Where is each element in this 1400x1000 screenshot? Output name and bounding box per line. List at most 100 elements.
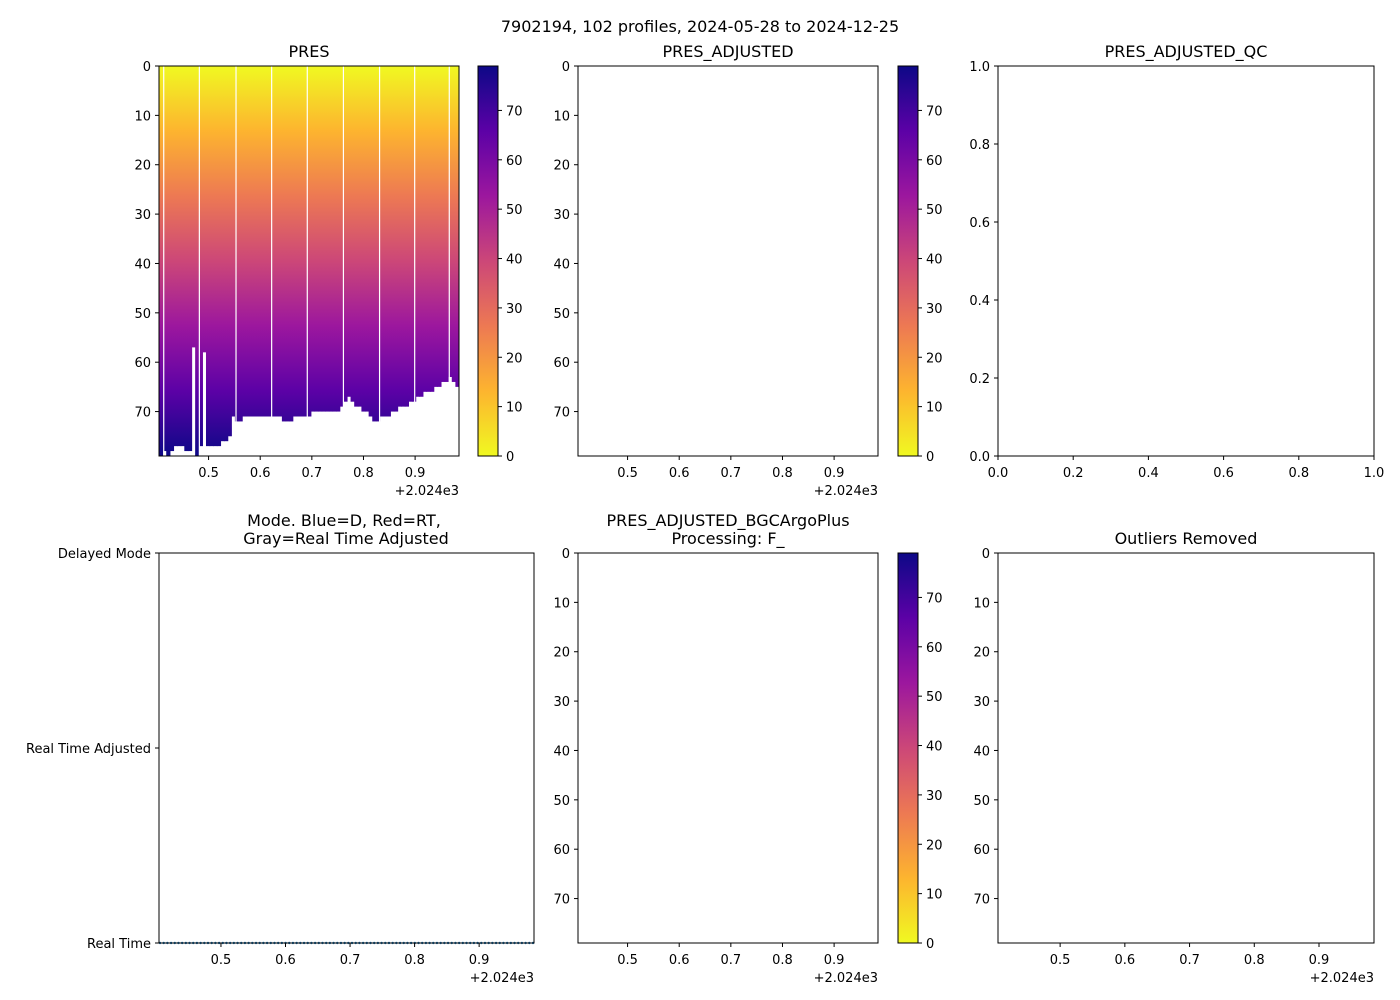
pres-adjusted-ytick-label: 0 bbox=[562, 60, 570, 75]
pres-profile-column bbox=[159, 66, 164, 456]
pres-profile-column bbox=[271, 66, 276, 417]
pres-profile-column bbox=[231, 66, 236, 417]
pres-profile-column bbox=[169, 66, 175, 452]
mode-axes-frame bbox=[158, 552, 535, 944]
bgcargo-colorbar-label: 10 bbox=[926, 888, 943, 903]
pres-colorbar-label: 0 bbox=[506, 450, 514, 465]
mode-xtick-label: 0.9 bbox=[469, 953, 490, 968]
outliers-ytick-label: 70 bbox=[973, 893, 990, 908]
pres-profile-column bbox=[339, 66, 344, 407]
pres-profile-column bbox=[205, 66, 211, 447]
bgcargo-ytick-label: 60 bbox=[553, 843, 570, 858]
pres-adjusted-colorbar-label: 20 bbox=[926, 351, 943, 366]
pres-profile-column bbox=[379, 66, 384, 417]
bgcargo-panel: PRES_ADJUSTED_BGCArgoPlus Processing: F_… bbox=[553, 511, 879, 986]
pres-adjusted-axes-frame bbox=[577, 65, 879, 457]
pres-profile-gap bbox=[271, 66, 273, 456]
mode-title-line2: Gray=Real Time Adjusted bbox=[243, 529, 449, 548]
figure-suptitle: 7902194, 102 profiles, 2024-05-28 to 202… bbox=[501, 17, 899, 36]
mode-xtick-label: 0.7 bbox=[340, 953, 361, 968]
bgcargo-colorbar-label: 0 bbox=[926, 937, 934, 952]
mode-ytick-label: Delayed Mode bbox=[58, 547, 151, 562]
pres-profile-column bbox=[256, 66, 261, 417]
bgcargo-ytick-label: 70 bbox=[553, 893, 570, 908]
pres-adjusted-xtick-label: 0.8 bbox=[772, 466, 793, 481]
pres-profile-column bbox=[260, 66, 265, 417]
pres-profile-column bbox=[419, 66, 424, 397]
bgcargo-ytick-label: 20 bbox=[553, 646, 570, 661]
pres-adjusted-ytick-label: 30 bbox=[553, 208, 570, 223]
pres-profile-column bbox=[220, 66, 225, 442]
pres-profile-column bbox=[448, 66, 453, 378]
bgcargo-offset-label: +2.024e3 bbox=[814, 971, 878, 986]
outliers-ytick-label: 10 bbox=[973, 596, 990, 611]
pres-ytick-label: 20 bbox=[134, 159, 151, 174]
pres-colorbar-label: 50 bbox=[506, 203, 523, 218]
bgcargo-ytick-label: 0 bbox=[562, 547, 570, 562]
pres-profile-column bbox=[195, 66, 200, 456]
pres-profile-column bbox=[310, 66, 316, 412]
pres-profile-column bbox=[234, 66, 240, 422]
pres-ytick-label: 30 bbox=[134, 208, 151, 223]
pres-profile-column bbox=[433, 66, 438, 387]
bgcargo-colorbar-label: 60 bbox=[926, 641, 943, 656]
pres-xtick-label: 0.5 bbox=[198, 466, 219, 481]
pres-adjusted-ytick-label: 10 bbox=[553, 109, 570, 124]
qc-ytick-label: 0.4 bbox=[969, 294, 990, 309]
qc-xtick-label: 1.0 bbox=[1364, 466, 1385, 481]
pres-adjusted-colorbar-label: 0 bbox=[926, 450, 934, 465]
pres-profile-column bbox=[357, 66, 363, 407]
mode-ytick-label: Real Time Adjusted bbox=[26, 742, 151, 757]
bgcargo-colorbar-label: 70 bbox=[926, 591, 943, 606]
pres-profile-column bbox=[242, 66, 247, 417]
pres-adjusted-colorbar-gradient bbox=[897, 65, 919, 457]
pres-profile-column bbox=[249, 66, 254, 417]
pres-profile-column bbox=[372, 66, 377, 422]
qc-ytick-label: 1.0 bbox=[969, 60, 990, 75]
pres-profile-column bbox=[455, 66, 459, 387]
pres-colorbar-label: 40 bbox=[506, 253, 523, 268]
pres-offset-label: +2.024e3 bbox=[395, 484, 459, 499]
qc-xtick-label: 0.0 bbox=[988, 466, 1009, 481]
pres-colorbar-label: 30 bbox=[506, 302, 523, 317]
pres-xtick-label: 0.7 bbox=[301, 466, 322, 481]
pres-profile-gap bbox=[414, 66, 416, 456]
bgcargo-ytick-label: 50 bbox=[553, 794, 570, 809]
pres-adjusted-xtick-label: 0.9 bbox=[824, 466, 845, 481]
mode-xtick-label: 0.6 bbox=[275, 953, 296, 968]
pres-profile-column bbox=[375, 66, 381, 422]
qc-xtick-label: 0.2 bbox=[1063, 466, 1084, 481]
pres-profile-column bbox=[361, 66, 366, 412]
pres-profile-column bbox=[386, 66, 391, 417]
outliers-axes-frame bbox=[997, 552, 1375, 944]
pres-profile-column bbox=[325, 66, 330, 412]
pres-profile-column bbox=[245, 66, 250, 417]
pres-adjusted-ytick-label: 60 bbox=[553, 356, 570, 371]
outliers-offset-label: +2.024e3 bbox=[1310, 971, 1374, 986]
qc-ytick-label: 0.0 bbox=[969, 450, 990, 465]
pres-profile-column bbox=[408, 66, 413, 402]
pres-adjusted-colorbar-label: 30 bbox=[926, 302, 943, 317]
pres-colorbar-label: 20 bbox=[506, 351, 523, 366]
mode-xtick-label: 0.8 bbox=[404, 953, 425, 968]
pres-xtick-label: 0.9 bbox=[405, 466, 426, 481]
pres-adjusted-ytick-label: 50 bbox=[553, 307, 570, 322]
mode-panel: Mode. Blue=D, Red=RT, Gray=Real Time Adj… bbox=[26, 511, 535, 986]
bgcargo-ytick-label: 30 bbox=[553, 695, 570, 710]
bgcargo-colorbar-label: 50 bbox=[926, 690, 943, 705]
pres-profile-column bbox=[299, 66, 305, 417]
pres-profile-column bbox=[166, 66, 171, 456]
pres-adjusted-ytick-label: 20 bbox=[553, 159, 570, 174]
pres-adjusted-colorbar-label: 40 bbox=[926, 253, 943, 268]
qc-ytick-label: 0.8 bbox=[969, 138, 990, 153]
pres-profile-column bbox=[321, 66, 326, 412]
qc-ytick-label: 0.2 bbox=[969, 372, 990, 387]
pres-profile-gap bbox=[378, 66, 381, 456]
pres-profile-column bbox=[383, 66, 388, 417]
pres-heatmap-panel: PRES 0.5 0.6 0.7 0.8 0.9 +2.024e3 0 10 20 30 40 50 6… bbox=[134, 42, 460, 499]
pres-title: PRES bbox=[288, 42, 329, 61]
pres-profile-column bbox=[285, 66, 290, 422]
pres-adjusted-colorbar-label: 50 bbox=[926, 203, 943, 218]
mode-xtick-label: 0.5 bbox=[211, 953, 232, 968]
